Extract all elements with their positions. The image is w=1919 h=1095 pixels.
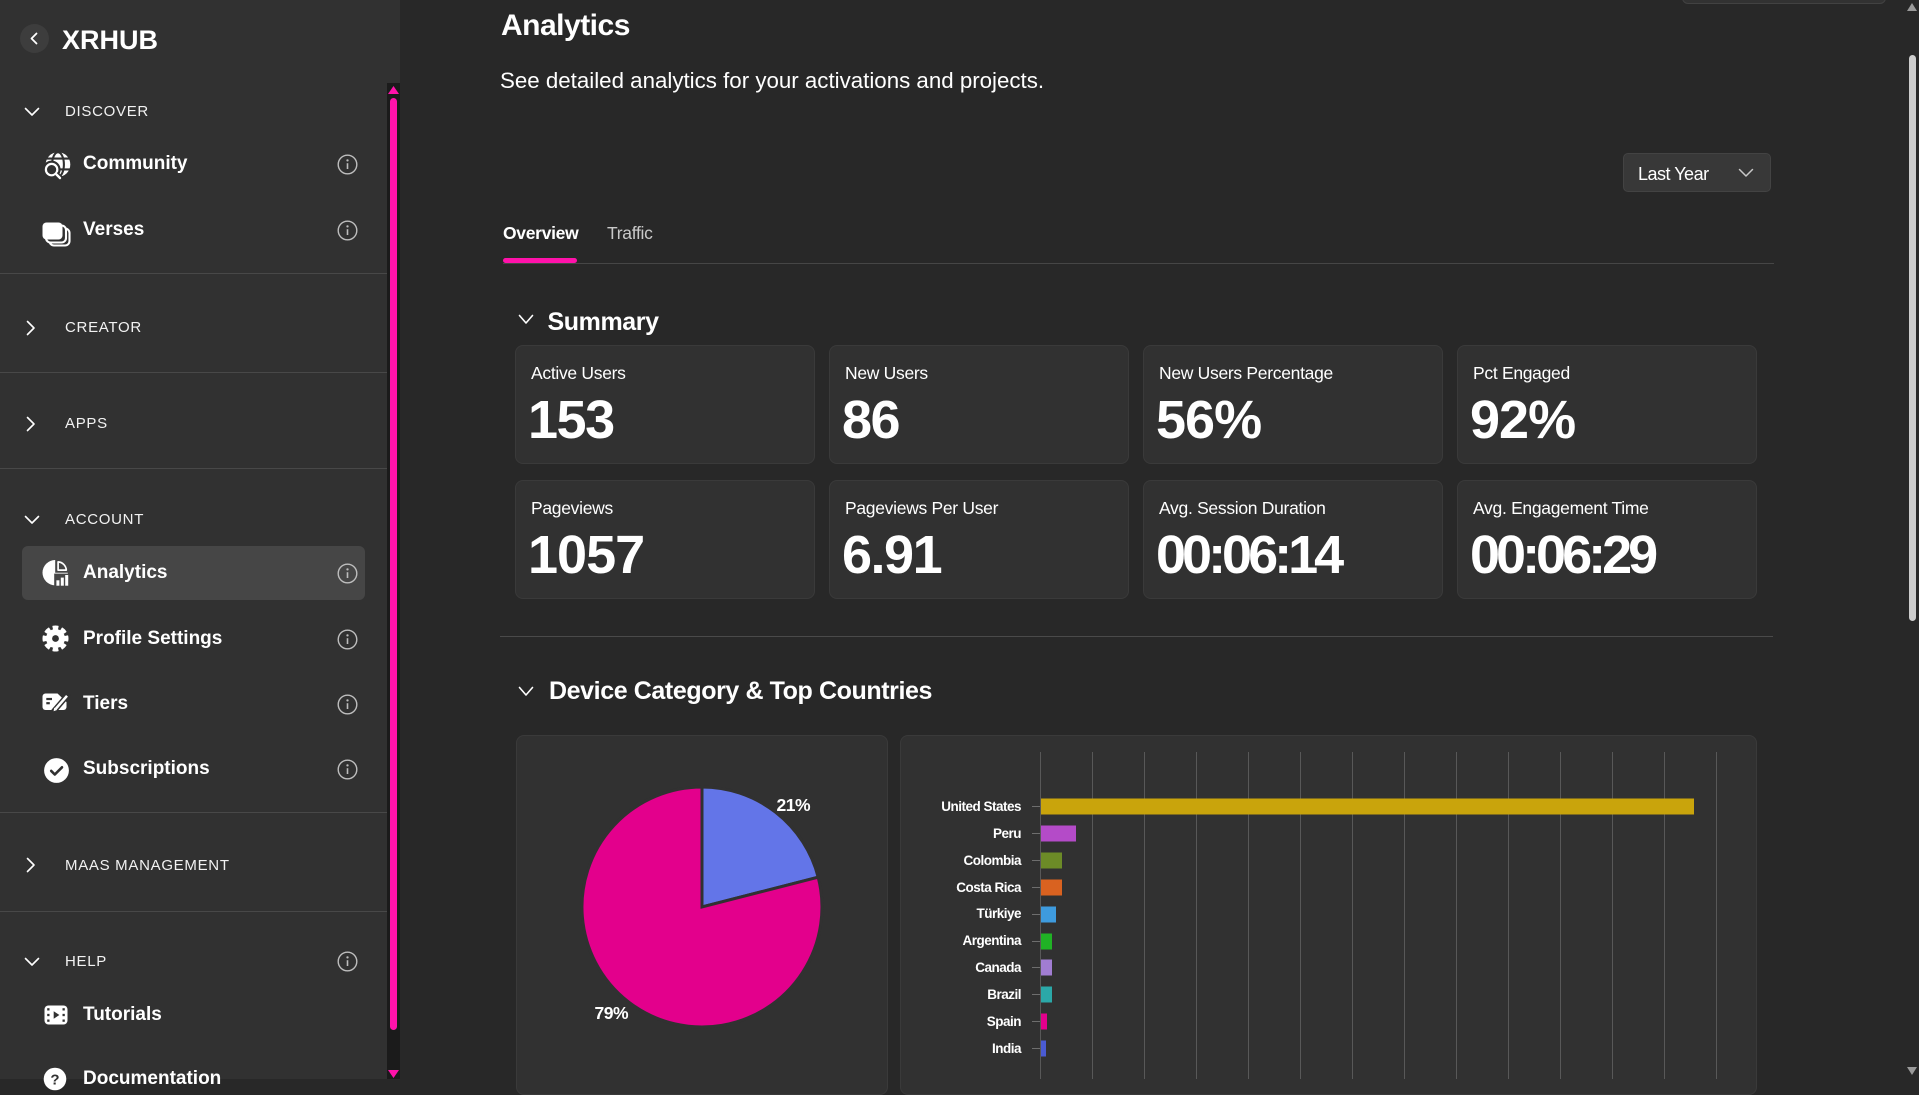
- svg-text:?: ?: [50, 1072, 59, 1089]
